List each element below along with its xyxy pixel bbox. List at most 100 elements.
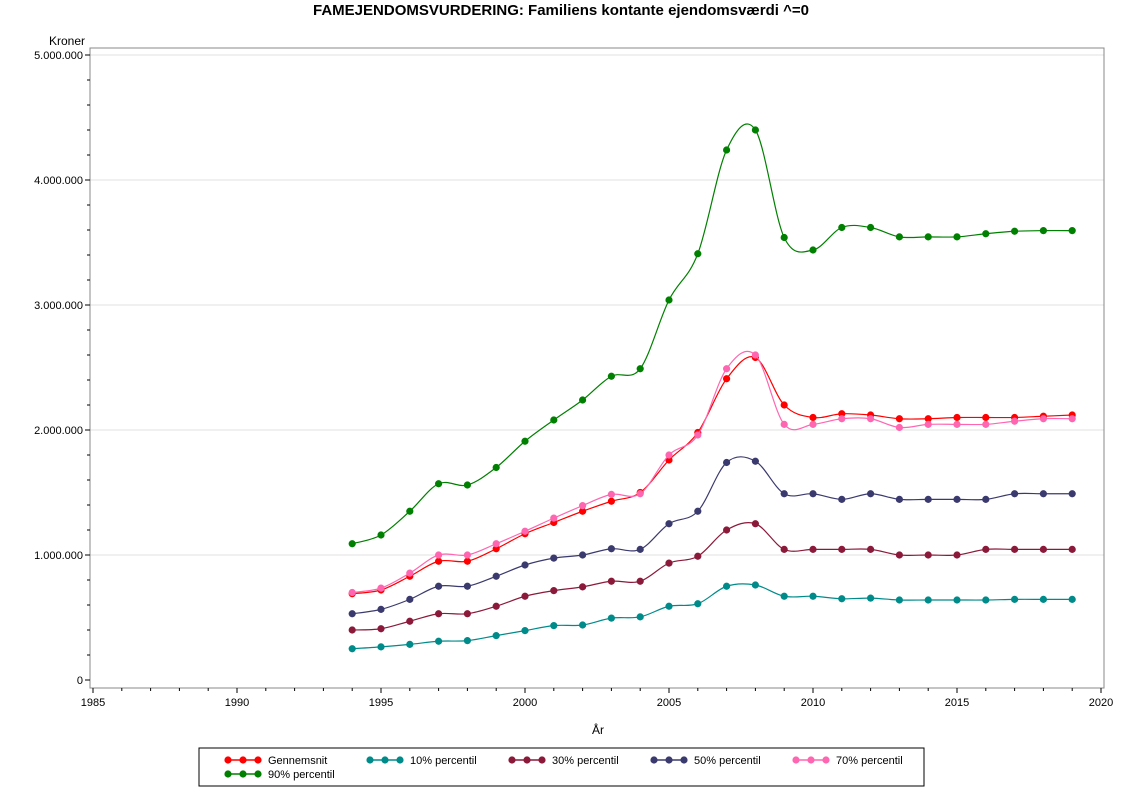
legend-marker <box>239 770 247 778</box>
y-tick-label: 5.000.000 <box>34 50 83 62</box>
data-point <box>579 583 587 591</box>
legend: Gennemsnit 10% percentil 30% percentil 50% … <box>198 747 925 787</box>
legend-item: Gennemsnit <box>224 755 327 767</box>
legend-marker <box>538 756 546 764</box>
data-point <box>751 457 760 465</box>
data-point <box>780 233 788 242</box>
legend-marker <box>254 756 262 764</box>
data-point <box>751 581 760 589</box>
data-point <box>435 637 443 645</box>
data-point <box>1011 227 1019 235</box>
data-point <box>780 545 788 553</box>
data-point <box>723 146 731 154</box>
data-point <box>377 584 385 592</box>
data-point <box>435 551 443 559</box>
data-point <box>348 626 356 634</box>
data-point <box>607 497 616 505</box>
data-point <box>377 625 385 633</box>
data-point <box>809 246 817 254</box>
data-point <box>1068 595 1076 603</box>
plot-area <box>89 47 1105 689</box>
x-tick-label: 1990 <box>225 697 249 709</box>
data-point <box>550 554 558 562</box>
legend-marker <box>239 756 247 764</box>
data-point <box>694 250 702 258</box>
y-tick-label: 4.000.000 <box>34 175 83 187</box>
data-point <box>723 582 731 590</box>
series-line <box>352 522 1073 631</box>
data-point <box>694 552 702 560</box>
data-point <box>723 526 731 534</box>
series-line <box>352 583 1073 650</box>
data-point <box>982 545 990 553</box>
series-0 <box>348 353 1076 598</box>
data-point <box>607 614 616 622</box>
data-point <box>867 223 875 232</box>
data-point <box>377 531 385 539</box>
data-point <box>579 396 587 404</box>
data-point <box>406 617 414 625</box>
data-point <box>1068 545 1076 553</box>
data-point <box>895 423 904 432</box>
data-point <box>406 640 414 648</box>
data-point <box>838 223 846 232</box>
x-axis: 1985 1990 1995 2000 2005 2010 2015 2020 <box>81 688 1113 709</box>
data-point <box>1039 227 1047 235</box>
y-axis-label: Kroner <box>49 34 85 48</box>
data-point <box>406 595 414 603</box>
data-point <box>463 557 471 565</box>
legend-box <box>198 747 925 787</box>
data-point <box>1068 415 1076 423</box>
data-point <box>550 587 558 595</box>
series-5 <box>348 123 1076 548</box>
x-tick-label: 2015 <box>945 697 969 709</box>
data-point <box>924 415 932 423</box>
data-point <box>607 372 616 380</box>
legend-marker <box>650 756 658 764</box>
series-2 <box>348 520 1076 634</box>
data-point <box>521 627 529 635</box>
data-point <box>1011 595 1019 603</box>
data-point <box>924 233 932 241</box>
data-point <box>348 610 356 618</box>
data-point <box>607 490 616 498</box>
data-point <box>867 545 875 553</box>
data-point <box>953 551 961 559</box>
series-1 <box>348 581 1076 653</box>
data-point <box>665 520 673 528</box>
data-point <box>463 551 471 559</box>
data-point <box>982 596 990 604</box>
data-point <box>694 507 702 515</box>
data-point <box>665 559 673 567</box>
x-axis-label: År <box>592 722 604 737</box>
data-point <box>377 643 385 651</box>
data-point <box>636 545 644 553</box>
legend-marker <box>822 756 830 764</box>
data-point <box>665 602 673 610</box>
data-point <box>435 582 443 590</box>
x-tick-label: 2000 <box>513 697 537 709</box>
data-point <box>953 495 961 503</box>
legend-marker <box>665 756 673 764</box>
legend-label: 30% percentil <box>552 755 619 767</box>
data-point <box>924 420 932 428</box>
data-point <box>924 551 932 559</box>
chart-title: FAMEJENDOMSVURDERING: Familiens kontante… <box>313 2 809 19</box>
data-point <box>1068 227 1076 235</box>
data-point <box>348 588 356 597</box>
data-point <box>809 420 817 428</box>
legend-marker <box>792 756 800 764</box>
data-point <box>636 490 644 498</box>
legend-item: 70% percentil <box>792 755 903 767</box>
data-point <box>809 545 817 553</box>
data-point <box>607 545 616 553</box>
data-point <box>867 490 875 498</box>
series-line <box>352 123 1073 545</box>
x-tick-label: 2020 <box>1089 697 1113 709</box>
legend-marker <box>366 756 374 764</box>
legend-marker <box>680 756 688 764</box>
legend-marker <box>523 756 531 764</box>
data-point <box>723 375 731 383</box>
legend-item: 50% percentil <box>650 755 761 767</box>
